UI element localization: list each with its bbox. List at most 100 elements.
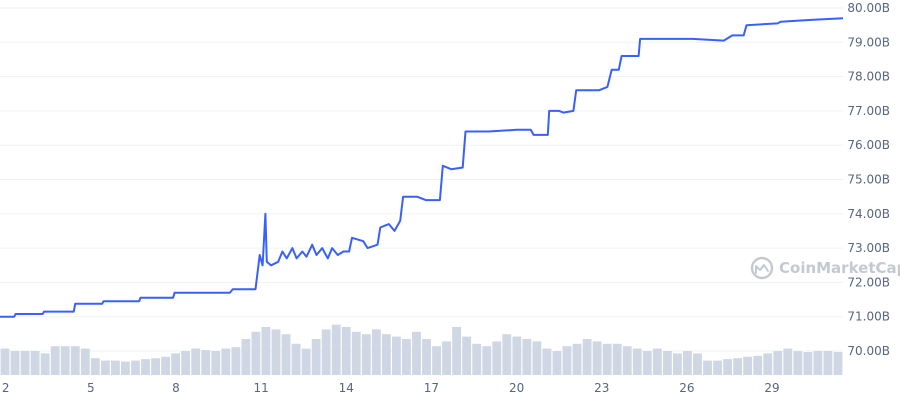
volume-bar <box>442 341 452 375</box>
volume-bar <box>813 351 823 375</box>
volume-bar <box>221 348 231 375</box>
volume-bar <box>60 346 70 375</box>
volume-bar <box>723 359 733 375</box>
y-tick-label: 76.00B <box>847 138 890 152</box>
volume-bar <box>381 334 391 375</box>
y-tick-label: 79.00B <box>847 35 890 49</box>
y-tick-label: 75.00B <box>847 173 890 187</box>
volume-bar <box>50 346 60 375</box>
x-tick-label: 23 <box>594 381 609 395</box>
y-tick-label: 70.00B <box>847 344 890 358</box>
volume-bar <box>512 336 522 375</box>
watermark-text: CoinMarketCap <box>779 259 900 277</box>
volume-bar <box>803 351 813 375</box>
volume-bar <box>191 348 201 375</box>
volume-bar <box>552 351 562 375</box>
y-axis-ticks: 70.00B 71.00B 72.00B 73.00B 74.00B 75.00B 76.0… <box>847 1 890 358</box>
volume-bar <box>271 329 281 375</box>
volume-bar <box>793 351 803 375</box>
x-tick-label: 17 <box>424 381 439 395</box>
volume-bar <box>522 339 532 375</box>
volume-bar <box>100 360 110 375</box>
volume-bar <box>753 355 763 375</box>
y-tick-label: 73.00B <box>847 241 890 255</box>
volume-bar <box>151 358 160 375</box>
volume-bar <box>492 341 502 375</box>
x-axis-ticks: 2 5 8 11 14 17 20 23 26 29 <box>2 381 780 395</box>
volume-bar <box>361 334 371 375</box>
volume-bar <box>10 351 20 375</box>
volume-bar <box>432 346 441 375</box>
volume-bar <box>703 360 712 375</box>
watermark: CoinMarketCap <box>750 256 900 280</box>
y-tick-label: 74.00B <box>847 207 890 221</box>
volume-bar <box>713 360 722 375</box>
volume-bar <box>482 346 492 375</box>
volume-bar <box>652 348 662 375</box>
coinmarketcap-logo-icon <box>750 256 774 280</box>
x-tick-label: 2 <box>2 381 10 395</box>
volume-bar <box>311 339 321 375</box>
volume-bar <box>683 351 692 375</box>
volume-bar <box>592 341 602 375</box>
volume-bar <box>181 351 191 375</box>
volume-bar <box>783 348 793 375</box>
volume-bar <box>672 353 682 375</box>
volume-bar <box>20 351 30 375</box>
grid-lines <box>0 7 843 352</box>
volume-bar <box>351 331 361 375</box>
volume-bar <box>763 353 773 375</box>
x-tick-label: 14 <box>339 381 354 395</box>
volume-bar <box>161 356 171 375</box>
volume-bar <box>642 351 652 375</box>
volume-bar <box>30 351 40 375</box>
volume-bar <box>632 348 642 375</box>
series-line-path <box>0 17 844 318</box>
volume-bar <box>281 334 291 375</box>
volume-bar <box>201 350 211 375</box>
volume-bar <box>542 348 552 375</box>
volume-bar <box>412 331 421 375</box>
volume-bar <box>121 361 130 375</box>
x-tick-label: 11 <box>253 381 268 395</box>
volume-bar <box>391 336 401 375</box>
volume-bar <box>291 343 301 375</box>
volume-bar <box>462 336 472 375</box>
volume-bar <box>602 343 612 375</box>
volume-bar <box>301 348 311 375</box>
volume-bar <box>562 346 572 375</box>
volume-bar <box>452 327 462 375</box>
volume-bar <box>341 327 351 375</box>
y-tick-label: 80.00B <box>847 1 890 15</box>
x-tick-label: 29 <box>764 381 779 395</box>
volume-bar <box>321 329 331 375</box>
volume-bar <box>472 343 482 375</box>
series-line <box>0 17 844 318</box>
volume-bar <box>371 329 381 375</box>
volume-bar <box>422 339 431 375</box>
volume-bar <box>532 341 542 375</box>
volume-bar <box>131 360 140 375</box>
volume-bar <box>331 324 341 375</box>
volume-bar <box>80 348 90 375</box>
y-tick-label: 72.00B <box>847 275 890 289</box>
volume-bar <box>211 351 221 375</box>
volume-bar <box>572 343 582 375</box>
x-tick-label: 8 <box>172 381 180 395</box>
volume-bar <box>402 339 411 375</box>
volume-bar <box>251 331 261 375</box>
volume-bar <box>693 353 702 375</box>
volume-bar <box>612 343 622 375</box>
volume-bar <box>90 358 100 375</box>
volume-bar <box>773 351 783 375</box>
volume-bar <box>733 358 743 375</box>
volume-bar <box>231 347 241 375</box>
y-tick-label: 78.00B <box>847 70 890 84</box>
volume-bars <box>0 324 843 375</box>
y-tick-label: 77.00B <box>847 104 890 118</box>
volume-bar <box>110 360 120 375</box>
volume-bar <box>662 351 672 375</box>
volume-bar <box>743 356 753 375</box>
volume-bar <box>261 327 271 375</box>
